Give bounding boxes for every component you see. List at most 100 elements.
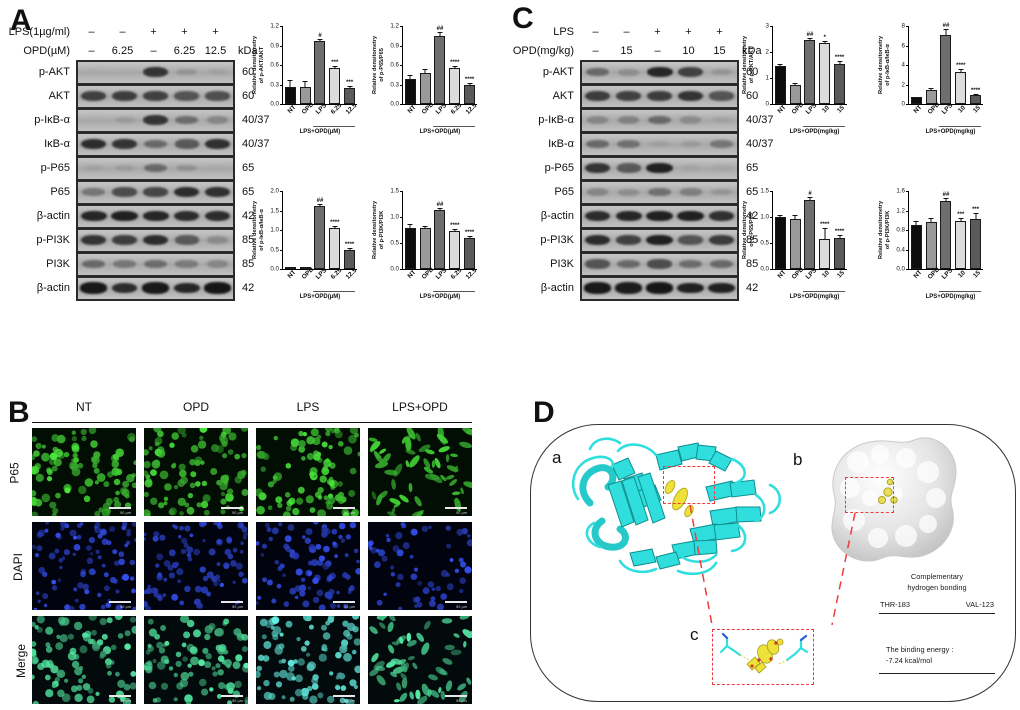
chart-bar-group: [284, 191, 296, 269]
chart-x-label: 15: [972, 104, 983, 115]
chart-y-tick-label: 0.5: [760, 239, 769, 247]
blot-strip: [76, 107, 235, 133]
chart-y-tick-label: 1.2: [390, 22, 399, 30]
blot-kda-value: 60: [746, 66, 759, 78]
blot-protein-label: p-IκB-α: [34, 114, 70, 126]
chart-significance-marker: ##: [436, 201, 444, 208]
panel-d-sublabel-a: a: [552, 448, 562, 467]
blot-band: [585, 259, 610, 269]
chart-significance-marker: ****: [344, 241, 355, 248]
blot-band: [143, 91, 168, 101]
chart-bars: ## *** ***: [909, 191, 983, 269]
chart-bar-group: [299, 191, 311, 269]
chart-group-label: LPS+OPD(mg/kg): [789, 294, 840, 300]
blot-band: [646, 282, 673, 294]
panel-b-image-cell: 50 μm: [144, 522, 248, 610]
chart-bar: [774, 217, 786, 269]
chart-error-cap: [792, 214, 798, 216]
blot-header-row: LPS – – + + +: [508, 22, 790, 41]
chart-x-label: 12.5: [344, 102, 359, 116]
chart-group-label: LPS+OPD(mg/kg): [925, 129, 976, 135]
chart-x-label: LPS: [941, 267, 955, 281]
chart-x-label: 10: [957, 104, 968, 115]
blot-header-cell: –: [88, 25, 95, 38]
chart-error-bar: [439, 33, 441, 36]
fluorescence-image: [256, 616, 360, 704]
chart-error-bar: [454, 230, 456, 232]
chart-y-tick: [400, 217, 403, 218]
chart-error-cap: [347, 247, 353, 249]
chart-bar-group: [774, 26, 786, 104]
chart-y-tick: [400, 191, 403, 192]
chart-error-cap: [777, 215, 783, 217]
chart-error-cap: [943, 29, 949, 31]
blot-header-cell: +: [212, 25, 219, 38]
chart-y-tick-label: 6: [901, 42, 905, 49]
chart-plot-area: 0 1 2 3 ## * ****: [766, 23, 847, 108]
blot-band: [711, 68, 732, 76]
scale-bar-label: 50 μm: [456, 605, 467, 609]
chart-y-tick-label: 0.6: [390, 61, 399, 69]
blot-band: [206, 116, 229, 124]
chart-y-tick: [770, 243, 773, 244]
chart-error-cap: [837, 61, 843, 63]
blot-header-cell: –: [592, 25, 599, 38]
chart-y-tick-label: 1.2: [270, 22, 279, 30]
chart-error-bar: [809, 198, 811, 200]
blot-band: [80, 282, 107, 294]
chart-bar: [925, 89, 937, 104]
chart-bar-group: [299, 26, 311, 104]
panel-b-letter: B: [8, 396, 30, 429]
chart-error-cap: [467, 235, 473, 237]
blot-row: β-actin 42: [508, 275, 790, 301]
blot-header-cell: 10: [682, 44, 695, 57]
chart-x-label: 10: [821, 269, 832, 280]
chart-y-tick-label: 0.0: [896, 265, 905, 273]
chart-error-bar: [409, 75, 411, 80]
binding-energy-label: The binding energy :: [886, 645, 954, 654]
panel-d-ligand-inset: [712, 629, 814, 685]
chart-y-tick-label: 0.9: [390, 42, 399, 49]
blot-band: [207, 69, 228, 75]
chart-group-label: LPS+OPD(µM): [299, 294, 341, 300]
blot-kda-value: 65: [242, 186, 255, 198]
chart-error-bar: [424, 70, 426, 73]
panel-b-column-header: LPS: [296, 400, 320, 414]
chart-error-cap: [973, 212, 979, 214]
blot-header-label: OPD(mg/kg): [512, 44, 574, 57]
blot-header-cells: – 6.25 – 6.25 12.5: [76, 45, 231, 57]
chart-p-p65-p65-invitro: Relative densitometry of p-P65/P65 0.0 0.3 0…: [372, 22, 490, 142]
blot-band: [143, 163, 168, 173]
blot-kda-value: 85: [242, 234, 255, 246]
chart-x-label: LPS: [941, 102, 955, 116]
blot-row: p-IκB-α 40/37: [508, 107, 790, 133]
fluorescence-image: [368, 616, 472, 704]
blot-band: [111, 90, 138, 102]
chart-bar: [789, 84, 801, 104]
chart-error-bar: [439, 208, 441, 210]
blot-band: [584, 210, 611, 222]
fluorescence-image: [32, 616, 136, 704]
blot-header-cell: +: [716, 25, 723, 38]
chart-bar-group: ****: [449, 191, 461, 269]
chart-bars: ## **** ****: [403, 191, 477, 269]
chart-x-axis-labels: NT OPD LPS 6.25 12.5: [282, 101, 358, 116]
blot-strip: [76, 83, 235, 109]
blot-band: [649, 141, 670, 147]
chart-y-tick-label: 0.5: [270, 246, 279, 253]
chart-y-tick: [400, 45, 403, 47]
chart-y-tick-label: 1.6: [896, 187, 905, 195]
chart-bar-group: [419, 26, 431, 104]
chart-plot-area: 0.0 0.5 1.0 1.5 ## **** ****: [390, 188, 477, 273]
blot-band: [174, 91, 199, 101]
chart-bar-group: ****: [344, 191, 356, 269]
chart-x-label: OPD: [790, 266, 806, 281]
chart-bar-group: ****: [834, 26, 846, 104]
chart-y-tick: [770, 78, 773, 79]
chart-plot-area: 0.0 0.5 1.0 1.5 # **** ****: [760, 188, 847, 273]
scale-bar-label: 50 μm: [344, 511, 355, 515]
chart-bar: [449, 68, 461, 104]
blot-protein-label: β-actin: [540, 210, 574, 222]
chart-x-label: LPS: [315, 102, 329, 116]
chart-y-tick: [400, 269, 403, 270]
